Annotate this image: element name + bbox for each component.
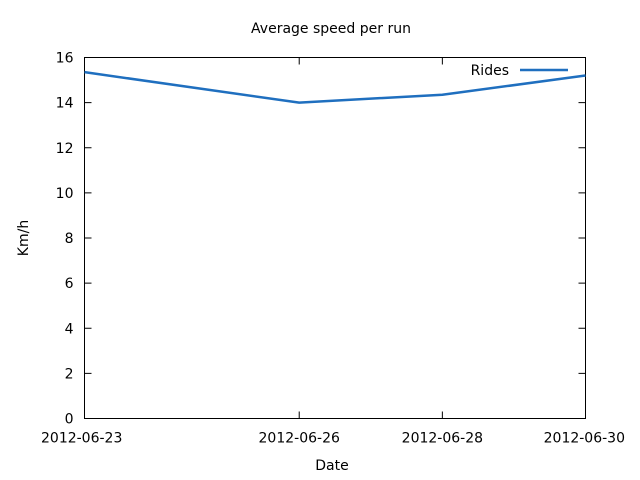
x-axis: 2012-06-23 2012-06-26 2012-06-28 2012-06-30 xyxy=(41,57,625,447)
x-tick-label: 2012-06-30 xyxy=(544,431,625,447)
y-tick-label: 2 xyxy=(65,366,74,382)
series-line-rides xyxy=(84,70,586,104)
y-axis: 0 2 4 6 8 10 12 14 16 xyxy=(56,51,586,428)
y-tick-label: 8 xyxy=(65,231,74,247)
legend-label-rides: Rides xyxy=(471,63,509,79)
y-tick-label: 10 xyxy=(56,186,74,202)
y-tick-label: 16 xyxy=(56,51,74,67)
legend: Rides xyxy=(471,63,568,79)
chart-title: Average speed per run xyxy=(251,21,411,37)
plot-frame xyxy=(84,57,586,419)
x-axis-label: Date xyxy=(315,458,348,474)
y-tick-label: 0 xyxy=(65,412,74,428)
series-group xyxy=(84,70,586,104)
y-axis-label: Km/h xyxy=(16,220,32,256)
y-tick-label: 12 xyxy=(56,141,74,157)
y-tick-label: 14 xyxy=(56,96,74,112)
x-tick-label: 2012-06-26 xyxy=(259,431,340,447)
x-tick-label: 2012-06-23 xyxy=(41,431,122,447)
y-tick-label: 6 xyxy=(65,276,74,292)
y-tick-label: 4 xyxy=(65,321,74,337)
x-tick-label: 2012-06-28 xyxy=(402,431,483,447)
